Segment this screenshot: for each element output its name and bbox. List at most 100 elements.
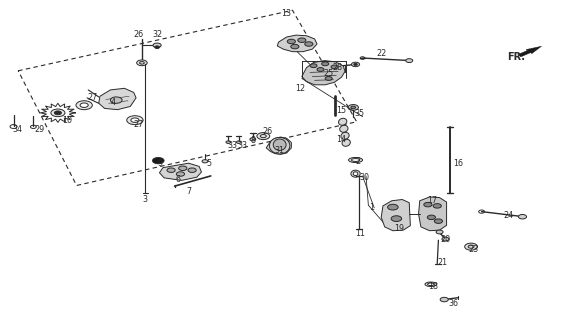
Ellipse shape bbox=[352, 159, 360, 161]
Text: 1: 1 bbox=[370, 203, 374, 212]
Text: 4: 4 bbox=[111, 98, 115, 107]
Ellipse shape bbox=[339, 118, 347, 125]
Circle shape bbox=[442, 237, 449, 241]
Polygon shape bbox=[381, 199, 411, 231]
Text: 30: 30 bbox=[360, 173, 370, 182]
Circle shape bbox=[80, 103, 88, 108]
Text: 3: 3 bbox=[143, 195, 147, 204]
Circle shape bbox=[178, 166, 187, 171]
Text: 15: 15 bbox=[336, 106, 346, 115]
Text: 8: 8 bbox=[250, 136, 256, 145]
Circle shape bbox=[153, 43, 161, 48]
Polygon shape bbox=[302, 60, 345, 85]
Text: 25: 25 bbox=[324, 69, 333, 78]
Text: 21: 21 bbox=[437, 258, 448, 267]
Polygon shape bbox=[418, 197, 446, 231]
Circle shape bbox=[176, 172, 184, 176]
Circle shape bbox=[436, 230, 443, 234]
Text: 22: 22 bbox=[377, 49, 387, 58]
Text: 32: 32 bbox=[153, 30, 163, 39]
Ellipse shape bbox=[270, 137, 290, 154]
Circle shape bbox=[317, 68, 324, 71]
Circle shape bbox=[354, 63, 357, 65]
Circle shape bbox=[131, 118, 139, 123]
Polygon shape bbox=[266, 137, 291, 154]
Circle shape bbox=[388, 204, 398, 210]
Text: 12: 12 bbox=[295, 84, 305, 93]
Text: 24: 24 bbox=[504, 211, 514, 220]
Text: 6: 6 bbox=[176, 175, 181, 184]
Polygon shape bbox=[518, 46, 542, 57]
Text: 9: 9 bbox=[157, 159, 162, 168]
Text: 27: 27 bbox=[87, 93, 97, 102]
Ellipse shape bbox=[425, 282, 436, 286]
Circle shape bbox=[305, 42, 313, 46]
Text: 11: 11 bbox=[356, 229, 366, 238]
Circle shape bbox=[202, 160, 208, 163]
Circle shape bbox=[424, 202, 432, 207]
Ellipse shape bbox=[428, 283, 434, 285]
Circle shape bbox=[352, 62, 360, 67]
Circle shape bbox=[518, 214, 527, 219]
Circle shape bbox=[464, 243, 477, 250]
Polygon shape bbox=[277, 35, 317, 52]
Circle shape bbox=[434, 219, 442, 223]
Circle shape bbox=[137, 60, 147, 66]
Text: 10: 10 bbox=[62, 116, 72, 125]
Text: 13: 13 bbox=[281, 9, 291, 18]
Circle shape bbox=[111, 97, 122, 103]
Text: 18: 18 bbox=[428, 282, 439, 291]
Circle shape bbox=[188, 168, 196, 172]
Circle shape bbox=[250, 138, 256, 141]
Circle shape bbox=[391, 216, 402, 221]
Circle shape bbox=[291, 44, 299, 49]
Ellipse shape bbox=[340, 125, 348, 132]
Circle shape bbox=[287, 39, 295, 44]
Ellipse shape bbox=[342, 139, 350, 146]
Ellipse shape bbox=[351, 170, 360, 177]
Circle shape bbox=[440, 297, 448, 302]
Circle shape bbox=[427, 215, 435, 220]
Text: 20: 20 bbox=[441, 235, 451, 244]
Text: 26: 26 bbox=[263, 127, 273, 136]
Text: 19: 19 bbox=[394, 224, 404, 233]
Ellipse shape bbox=[349, 157, 363, 163]
Text: FR.: FR. bbox=[507, 52, 525, 62]
Polygon shape bbox=[160, 163, 201, 180]
Text: 36: 36 bbox=[449, 299, 459, 308]
Text: 7: 7 bbox=[186, 188, 191, 196]
Text: 31: 31 bbox=[274, 146, 284, 155]
Circle shape bbox=[331, 65, 338, 69]
Text: 27: 27 bbox=[134, 120, 144, 130]
Polygon shape bbox=[99, 88, 136, 110]
Circle shape bbox=[51, 109, 65, 117]
Text: 14: 14 bbox=[336, 135, 346, 144]
Text: 33: 33 bbox=[238, 141, 247, 150]
Ellipse shape bbox=[341, 132, 349, 139]
Text: 17: 17 bbox=[426, 196, 437, 205]
Text: 28: 28 bbox=[332, 63, 342, 72]
Circle shape bbox=[155, 46, 160, 49]
Ellipse shape bbox=[353, 172, 358, 176]
Text: 5: 5 bbox=[206, 159, 211, 168]
Circle shape bbox=[257, 132, 270, 140]
Circle shape bbox=[127, 116, 143, 124]
Circle shape bbox=[298, 38, 306, 43]
Circle shape bbox=[54, 111, 61, 115]
Text: 29: 29 bbox=[35, 125, 45, 134]
Circle shape bbox=[406, 59, 413, 62]
Ellipse shape bbox=[273, 139, 286, 150]
Text: 33: 33 bbox=[227, 141, 237, 150]
Text: 26: 26 bbox=[134, 30, 144, 39]
Circle shape bbox=[351, 106, 356, 109]
Circle shape bbox=[76, 101, 92, 110]
Circle shape bbox=[167, 168, 175, 172]
Circle shape bbox=[310, 64, 317, 68]
Circle shape bbox=[236, 141, 241, 143]
Circle shape bbox=[325, 76, 332, 80]
Text: 23: 23 bbox=[469, 245, 479, 254]
Text: 16: 16 bbox=[453, 159, 463, 168]
Text: 2: 2 bbox=[355, 157, 360, 166]
Text: 35: 35 bbox=[355, 109, 364, 118]
Circle shape bbox=[153, 157, 164, 164]
